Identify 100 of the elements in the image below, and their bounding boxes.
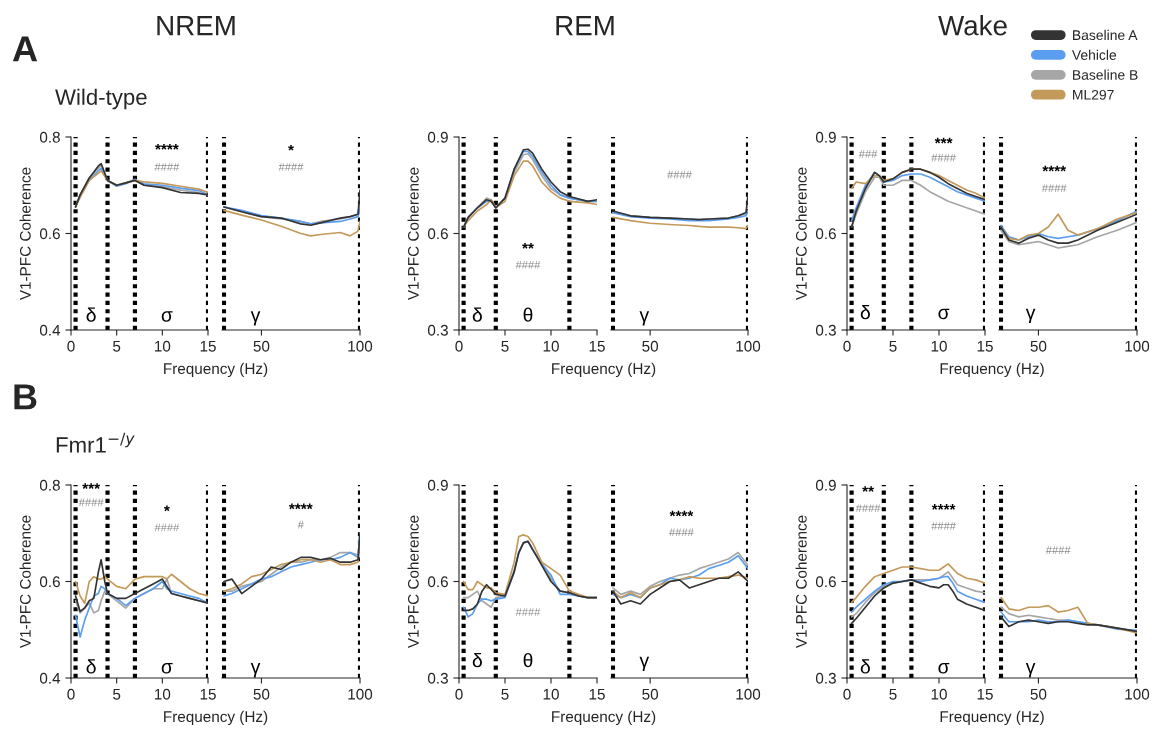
annotation: #### xyxy=(154,523,180,532)
x-tick-label: 100 xyxy=(1125,688,1150,700)
annotation: ** xyxy=(862,486,875,492)
annotation: #### xyxy=(515,261,541,269)
legend-label: Baseline B xyxy=(1073,69,1138,80)
y-axis-title: V1-PFC Coherence xyxy=(19,167,31,301)
y-tick-label: 0.4 xyxy=(39,324,61,336)
x-tick-label: 15 xyxy=(977,688,993,700)
y-tick-label: 0.6 xyxy=(427,576,448,588)
x-axis-title: Frequency (Hz) xyxy=(552,710,656,726)
annotation: * xyxy=(163,505,170,512)
legend-label: Baseline A xyxy=(1073,29,1138,41)
y-tick-label: 0.4 xyxy=(39,672,61,684)
annotation: σ xyxy=(938,308,950,320)
x-tick-label: 0 xyxy=(455,340,463,352)
y-tick-label: 0.9 xyxy=(815,479,836,491)
x-axis-title: Frequency (Hz) xyxy=(164,710,268,726)
annotation: γ xyxy=(1025,308,1036,324)
annotation: θ xyxy=(523,652,533,668)
y-tick-label: 0.3 xyxy=(815,672,836,684)
x-axis-title: Frequency (Hz) xyxy=(940,710,1044,726)
y-tick-label: 0.6 xyxy=(427,228,448,240)
annotation: **** xyxy=(669,510,694,517)
annotation: γ xyxy=(1025,663,1036,678)
text: B xyxy=(14,384,37,410)
y-tick-label: 0.6 xyxy=(39,576,60,588)
annotation: #### xyxy=(1041,184,1067,192)
annotation: γ xyxy=(639,656,650,672)
annotation: #### xyxy=(1045,546,1071,554)
y-tick-label: 0.6 xyxy=(815,576,836,588)
x-tick-label: 100 xyxy=(348,688,373,700)
x-tick-label: 15 xyxy=(200,688,216,700)
legend-label: Vehicle xyxy=(1071,49,1117,60)
annotation: **** xyxy=(1042,165,1067,172)
x-tick-label: 5 xyxy=(501,688,509,700)
y-tick-label: 0.3 xyxy=(427,672,448,684)
x-tick-label: 100 xyxy=(348,340,373,352)
annotation: **** xyxy=(288,503,313,510)
x-tick-label: 0 xyxy=(843,340,851,352)
y-tick-label: 0.9 xyxy=(815,131,836,143)
x-tick-label: 50 xyxy=(253,340,270,352)
y-tick-label: 0.9 xyxy=(427,131,448,143)
annotation: #### xyxy=(78,498,104,507)
x-tick-label: 0 xyxy=(67,688,75,700)
y-axis-title: V1-PFC Coherence xyxy=(407,167,419,301)
x-tick-label: 15 xyxy=(977,340,993,352)
y-tick-label: 0.8 xyxy=(39,131,60,143)
annotation: #### xyxy=(931,153,956,162)
y-axis-title: V1-PFC Coherence xyxy=(407,515,419,649)
annotation: δ xyxy=(860,304,870,320)
y-axis-title: V1-PFC Coherence xyxy=(19,515,31,649)
y-tick-label: 0.3 xyxy=(427,324,448,336)
x-tick-label: 100 xyxy=(736,340,761,352)
annotation: γ xyxy=(639,311,650,326)
y-tick-label: 0.6 xyxy=(815,228,836,240)
annotation: γ xyxy=(250,663,261,678)
annotation: ** xyxy=(522,242,534,249)
annotation: # xyxy=(297,520,304,529)
annotation: #### xyxy=(278,163,304,171)
annotation: ### xyxy=(858,150,878,158)
x-tick-label: 10 xyxy=(155,340,171,352)
annotation: #### xyxy=(154,163,180,171)
chart-subtitle: Wild-type xyxy=(55,88,147,110)
annotation: δ xyxy=(472,652,482,668)
x-tick-label: 0 xyxy=(843,688,851,700)
annotation: #### xyxy=(667,170,692,179)
chart-subtitle: Fmr1$^{−/y}$ xyxy=(56,432,135,453)
annotation: #### xyxy=(855,504,881,512)
annotation: σ xyxy=(938,663,950,674)
x-tick-label: 15 xyxy=(200,340,216,352)
y-axis-title: V1-PFC Coherence xyxy=(795,167,807,301)
annotation: δ xyxy=(86,307,96,322)
x-tick-label: 100 xyxy=(1125,340,1150,352)
chart-title: REM xyxy=(556,16,614,36)
legend-label: ML297 xyxy=(1073,89,1114,100)
x-tick-label: 10 xyxy=(543,688,559,700)
x-tick-label: 100 xyxy=(736,688,761,700)
x-tick-label: 15 xyxy=(589,340,605,352)
annotation: σ xyxy=(161,663,173,674)
annotation: **** xyxy=(931,504,956,510)
y-axis-title: V1-PFC Coherence xyxy=(795,515,807,649)
annotation: σ xyxy=(161,311,173,322)
x-tick-label: 50 xyxy=(642,688,659,700)
y-tick-label: 0.3 xyxy=(815,324,836,336)
annotation: *** xyxy=(82,483,101,489)
annotation: **** xyxy=(155,143,179,150)
x-tick-label: 5 xyxy=(889,688,897,700)
y-tick-label: 0.9 xyxy=(427,479,448,491)
x-tick-label: 10 xyxy=(931,688,947,700)
y-tick-label: 0.6 xyxy=(39,228,60,240)
y-tick-label: 0.8 xyxy=(39,479,60,491)
x-tick-label: 10 xyxy=(931,340,947,352)
x-tick-label: 50 xyxy=(1030,340,1047,352)
chart-title: NREM xyxy=(157,16,235,36)
x-tick-label: 10 xyxy=(155,688,171,700)
x-axis-title: Frequency (Hz) xyxy=(940,362,1044,378)
annotation: #### xyxy=(669,528,694,537)
text: A xyxy=(12,36,38,62)
x-tick-label: 5 xyxy=(113,688,121,700)
x-tick-label: 5 xyxy=(889,340,897,352)
